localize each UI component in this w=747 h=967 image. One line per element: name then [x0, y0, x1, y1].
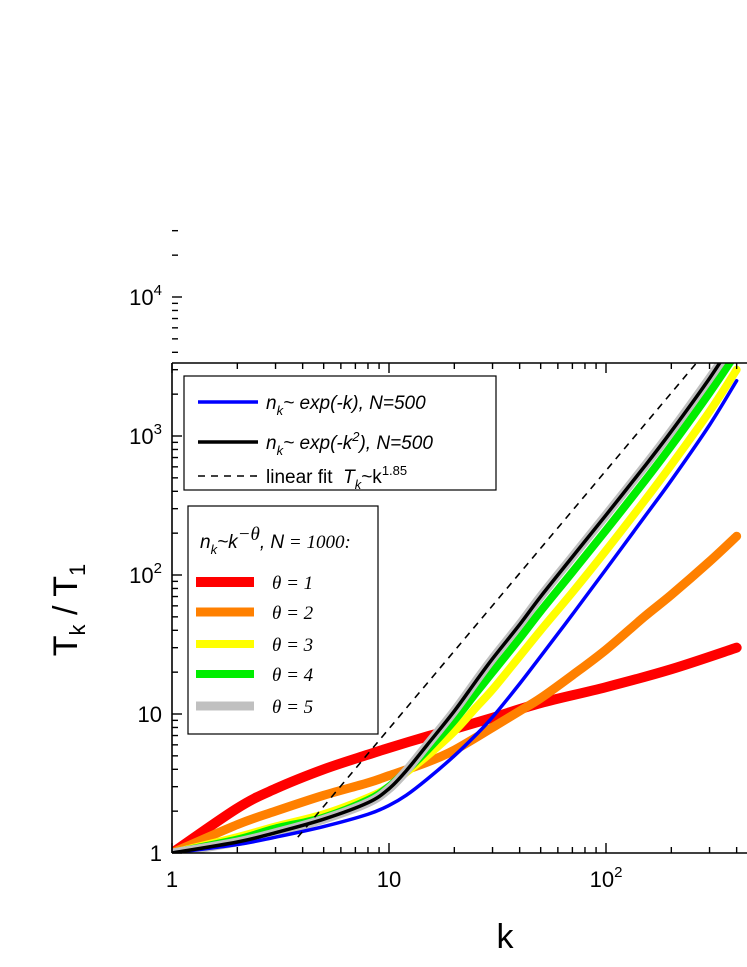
y-tick-label: 104: [129, 282, 162, 310]
legend-bottom-box: [187, 505, 379, 735]
y-tick-label: 103: [129, 421, 162, 449]
x-tick-label: 10: [377, 867, 401, 892]
axes: [171, 362, 747, 854]
legend-label-theta5: θ = 5: [272, 697, 313, 718]
legend-bottom: nk~k−θ, N = 1000: θ = 1 θ = 2 θ = 3 θ = …: [187, 505, 379, 735]
series-theta2: [172, 531, 742, 853]
y-title-t2: T: [47, 576, 85, 597]
series-exp_k2: [172, 363, 722, 853]
y-title-sub-1: 1: [65, 564, 90, 576]
legend-bottom-title: nk~k−θ, N = 1000:: [200, 524, 351, 557]
y-tick-label: 10: [138, 702, 162, 727]
y-tick-label: 1: [150, 841, 162, 866]
tick-labels: 1 10 102 1 10 102 103 104: [129, 282, 622, 892]
series-exp_k: [172, 378, 739, 853]
legend-label-theta2: θ = 2: [272, 603, 314, 624]
series-theta1: [172, 642, 742, 853]
legend-label-exp-k: nk~ exp(-k), N=500: [266, 393, 426, 418]
x-axis-title: k: [497, 918, 515, 956]
legend-label-fit: linear fit Tk~k1.85: [266, 463, 407, 492]
legend-top: nk~ exp(-k), N=500 nk~ exp(-k2), N=500 l…: [183, 375, 497, 492]
legend-label-theta4: θ = 4: [272, 665, 314, 686]
legend-label-theta1: θ = 1: [272, 573, 313, 594]
x-tick-label: 102: [590, 864, 623, 892]
ticks: [171, 229, 738, 854]
legend-top-box: [183, 375, 497, 491]
x-tick-label: 1: [166, 867, 178, 892]
y-title-sub-k: k: [65, 623, 90, 635]
y-title-sep: /: [47, 597, 85, 625]
y-tick-label: 102: [129, 560, 162, 588]
legend-label-theta3: θ = 3: [272, 635, 313, 656]
series-fit: [297, 363, 698, 838]
y-title-t: T: [47, 635, 85, 656]
series-layer: [172, 363, 742, 853]
y-axis-title: Tk / T1: [47, 564, 90, 657]
legend-label-exp-k2: nk~ exp(-k2), N=500: [266, 429, 433, 458]
